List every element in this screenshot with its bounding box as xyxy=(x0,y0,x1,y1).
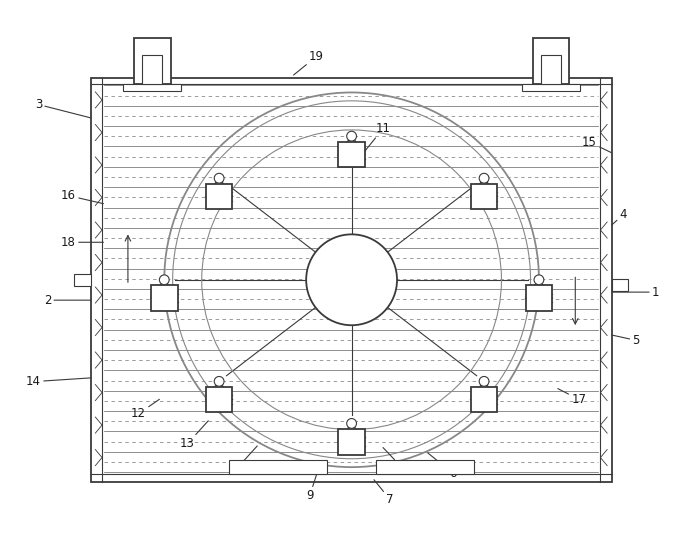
Text: 11: 11 xyxy=(363,122,391,153)
Text: 3: 3 xyxy=(35,98,91,118)
Bar xyxy=(533,38,569,84)
Bar xyxy=(376,460,474,474)
Bar xyxy=(123,84,182,92)
Text: 10: 10 xyxy=(383,448,411,475)
Circle shape xyxy=(214,173,224,183)
Text: 13: 13 xyxy=(180,421,208,450)
Circle shape xyxy=(347,131,356,141)
Text: 8: 8 xyxy=(233,446,257,475)
Text: 14: 14 xyxy=(26,375,91,388)
Bar xyxy=(134,38,171,84)
Bar xyxy=(612,279,628,291)
Circle shape xyxy=(480,376,489,386)
Bar xyxy=(471,387,498,413)
Text: 7: 7 xyxy=(374,480,394,506)
Bar xyxy=(91,78,612,482)
Text: 17: 17 xyxy=(558,389,586,406)
Text: 15: 15 xyxy=(582,136,612,153)
Circle shape xyxy=(159,275,169,285)
Circle shape xyxy=(534,275,544,285)
Text: 12: 12 xyxy=(131,399,159,420)
Text: 19: 19 xyxy=(294,50,324,75)
Circle shape xyxy=(214,376,224,386)
Bar xyxy=(206,183,232,209)
Text: 2: 2 xyxy=(44,294,91,307)
Bar xyxy=(526,285,552,311)
Text: 5: 5 xyxy=(612,334,640,347)
Bar xyxy=(74,274,91,286)
Circle shape xyxy=(347,419,356,428)
Bar xyxy=(338,142,365,167)
Bar xyxy=(229,460,327,474)
Bar xyxy=(521,84,580,92)
Bar xyxy=(151,285,178,311)
Text: 9: 9 xyxy=(306,474,317,502)
Circle shape xyxy=(480,173,489,183)
Circle shape xyxy=(306,234,397,325)
Bar xyxy=(541,56,561,84)
Text: 1: 1 xyxy=(612,286,659,299)
Bar xyxy=(471,183,498,209)
Text: 18: 18 xyxy=(61,236,103,249)
Bar xyxy=(338,429,365,455)
Text: 6: 6 xyxy=(428,453,456,480)
Bar xyxy=(206,387,232,413)
Text: 4: 4 xyxy=(612,208,627,225)
Text: 16: 16 xyxy=(61,189,103,204)
Bar xyxy=(143,56,162,84)
